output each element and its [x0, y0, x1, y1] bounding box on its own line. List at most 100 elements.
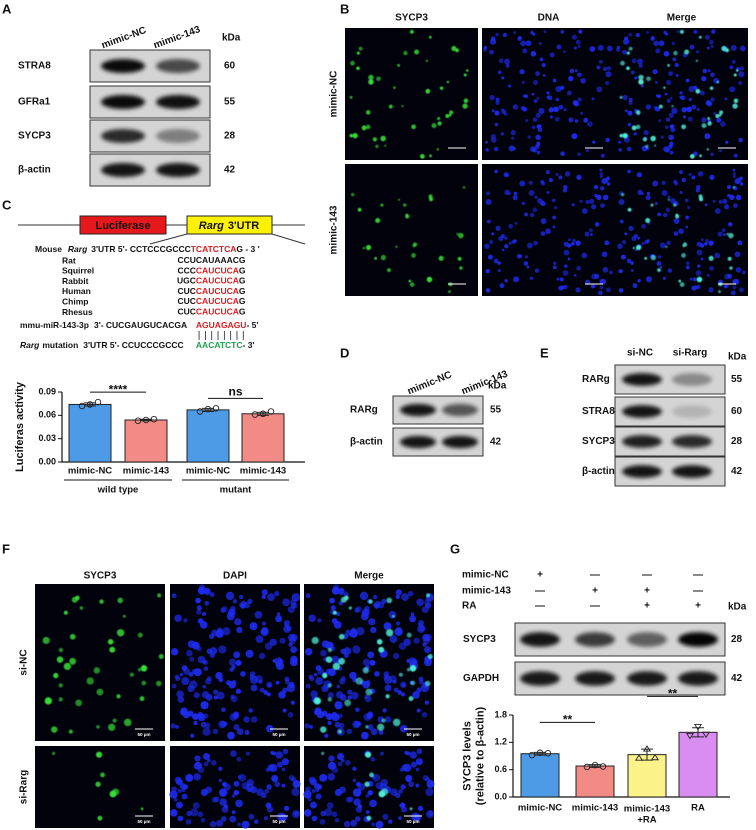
nucleus	[597, 44, 604, 51]
nucleus	[495, 100, 500, 106]
nucleus	[405, 774, 413, 782]
nucleus	[654, 80, 658, 84]
nucleus	[269, 638, 277, 646]
nucleus	[524, 94, 528, 99]
blot-strip	[514, 622, 726, 657]
nucleus	[213, 689, 219, 695]
nucleus	[579, 199, 583, 203]
nucleus	[330, 605, 336, 611]
sycp3-signal	[620, 60, 625, 66]
error-bar	[257, 411, 269, 416]
nucleus	[411, 812, 420, 821]
nucleus	[602, 66, 608, 72]
nucleus	[175, 801, 183, 809]
nucleus	[691, 175, 696, 180]
sycp3-signal	[348, 606, 352, 610]
nucleus	[232, 599, 238, 604]
sycp3-signal	[414, 49, 420, 55]
protein-label: GAPDH	[463, 673, 499, 684]
sycp3-signal	[707, 121, 712, 126]
nucleus	[720, 121, 726, 127]
nucleus	[203, 666, 209, 671]
sycp3-signal	[365, 124, 371, 130]
nucleus	[626, 146, 632, 152]
bar	[68, 403, 112, 463]
sycp3-signal	[650, 203, 654, 207]
sycp3-signal	[322, 672, 328, 679]
seed-site: CAUCUCA	[196, 266, 239, 276]
species-name: Chimp	[62, 296, 88, 306]
treatment-sign: +	[644, 586, 650, 597]
nucleus	[233, 789, 239, 796]
nucleus	[627, 169, 631, 174]
nucleus	[292, 780, 301, 789]
nucleus	[532, 207, 538, 213]
utr-label: Rarg 3'UTR	[199, 220, 259, 232]
nucleus	[403, 763, 412, 772]
sycp3-signal	[375, 217, 381, 224]
nucleus	[250, 684, 258, 692]
nucleus	[384, 684, 392, 692]
significance-label: ****	[109, 382, 128, 396]
nucleus	[227, 608, 236, 617]
nucleus	[393, 687, 399, 693]
sycp3-signal	[459, 266, 463, 270]
kda-value: 60	[731, 406, 743, 417]
sycp3-signal	[663, 86, 666, 89]
sequence: - 3'	[243, 340, 255, 350]
y-tick-label: 0.06	[38, 410, 56, 420]
nucleus	[503, 171, 510, 178]
nucleus	[282, 598, 290, 607]
sycp3-signal	[715, 113, 720, 118]
nucleus	[701, 117, 707, 123]
nucleus	[290, 633, 298, 642]
nucleus	[684, 198, 689, 203]
nucleus	[548, 107, 554, 113]
sycp3-signal	[463, 73, 467, 77]
sycp3-signal	[401, 104, 404, 108]
sycp3-signal	[397, 198, 400, 201]
nucleus	[534, 268, 540, 273]
nucleus	[336, 752, 344, 760]
nucleus	[556, 44, 562, 50]
nucleus	[425, 787, 434, 797]
nucleus	[400, 784, 406, 790]
nucleus	[666, 99, 671, 103]
data-point	[259, 410, 267, 418]
nucleus	[735, 194, 742, 201]
nucleus	[382, 813, 389, 820]
treatment-sign: +	[592, 586, 598, 597]
nucleus	[255, 635, 264, 644]
nucleus	[499, 283, 505, 289]
nucleus	[670, 198, 676, 204]
sycp3-signal	[321, 751, 325, 755]
nucleus	[567, 257, 571, 261]
nucleus	[484, 243, 490, 249]
sycp3-signal	[58, 647, 63, 653]
nucleus	[663, 212, 668, 218]
sycp3-signal	[362, 667, 370, 674]
nucleus	[241, 820, 250, 829]
sycp3-signal	[409, 282, 415, 287]
nucleus	[562, 188, 567, 193]
nucleus	[494, 169, 498, 174]
nucleus	[704, 133, 711, 140]
sycp3-signal	[725, 48, 729, 53]
nucleus	[563, 108, 567, 112]
blot-strip	[614, 426, 726, 457]
protein-label: RARg	[582, 374, 610, 385]
nucleus	[545, 228, 551, 235]
treatment-sign: —	[693, 570, 703, 581]
nucleus	[533, 240, 538, 246]
nucleus	[572, 100, 579, 106]
nucleus	[737, 240, 743, 246]
nucleus	[281, 783, 286, 788]
nucleus	[491, 36, 496, 41]
nucleus	[696, 249, 703, 256]
nucleus	[368, 618, 376, 626]
nucleus	[353, 798, 361, 806]
nucleus	[228, 658, 237, 666]
nucleus	[355, 707, 360, 713]
nucleus	[546, 91, 550, 95]
nucleus	[620, 254, 626, 260]
